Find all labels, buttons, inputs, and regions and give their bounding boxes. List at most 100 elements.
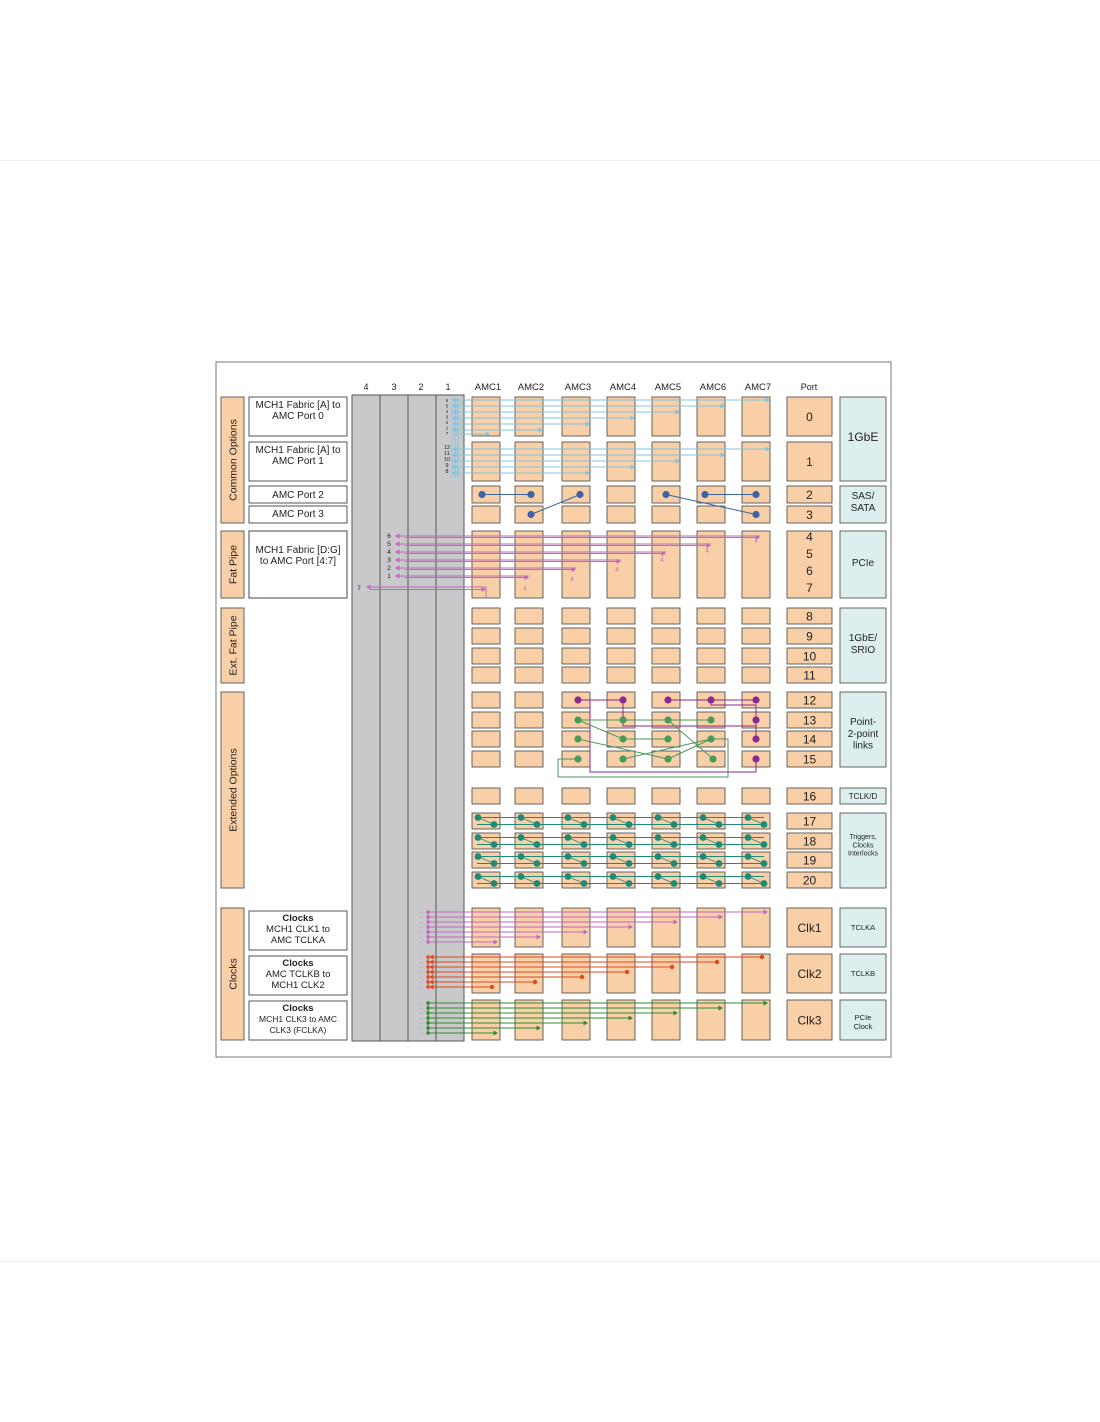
amc3-port-clk2-block: [561, 953, 591, 994]
fat-pipe-link-head: [524, 574, 529, 581]
fabric-a-p1-link-head: [630, 464, 635, 470]
clk-lane-marker: ·: [420, 920, 422, 926]
trigger-cross: [702, 876, 720, 884]
amc4-port-0-block: [606, 396, 636, 437]
amc2-port-15-block: [514, 750, 544, 768]
amc7-port-16-block: [741, 787, 771, 805]
channel-number-p1: 11: [444, 451, 450, 457]
amc7-port-clk1-block: [741, 907, 771, 948]
amc3-port-0-block: [561, 396, 591, 437]
amc5-port-fp-block: [651, 530, 681, 599]
fat-pipe-link-head: [395, 533, 400, 539]
amc5-port-11-block: [651, 666, 681, 684]
link-dot: [576, 490, 584, 499]
trigger-cross: [520, 837, 538, 845]
amc4-port-fp-block: [606, 530, 636, 599]
p2p-green-dot: [574, 735, 582, 743]
trigger-cross: [477, 856, 495, 864]
function-label-p2p: links: [853, 741, 873, 752]
amc3-port-9-block: [561, 627, 591, 645]
group-label-common: Common Options: [228, 419, 240, 501]
amc6-port-11-block: [696, 666, 726, 684]
description-title-clk1: Clocks: [282, 913, 313, 924]
link-dot: [478, 490, 486, 499]
amc5-port-3-block: [651, 505, 681, 524]
function-box-srio: [839, 607, 887, 684]
clk-lane-marker: ·: [420, 915, 422, 921]
amc6-port-3-block: [696, 505, 726, 524]
channel-number-fp: 1: [387, 573, 391, 580]
amc3-port-10-block: [561, 647, 591, 665]
amc2-port-8-block: [514, 607, 544, 625]
link-dot: [752, 490, 760, 499]
clk-lane-marker: ·: [420, 1016, 422, 1022]
tclkb-link-head: [429, 969, 434, 975]
amc1-port-16-block: [471, 787, 501, 805]
function-label-pcie: PCIe: [852, 558, 875, 569]
port-box-0: [786, 396, 833, 437]
pcie-clock-link-head: [718, 1005, 723, 1011]
mch-slot-column-1: [435, 394, 465, 1042]
amc1-port-10-block: [471, 647, 501, 665]
port-label-5: 5: [806, 547, 813, 561]
port-box-9: [786, 627, 833, 645]
fabric-a-p1-link-head: [675, 458, 680, 464]
amc1-port-3-block: [471, 505, 501, 524]
pcie-clock-link-head: [673, 1010, 678, 1016]
channel-number-p1: 8: [445, 469, 448, 475]
function-label-trig: Clocks: [852, 842, 874, 849]
tclka-link-head: [628, 924, 633, 930]
fat-pipe-link-head: [366, 584, 371, 590]
group-block-clocks: [220, 907, 245, 1041]
port-box-19: [786, 851, 833, 869]
channel-number-fp: 4: [387, 549, 391, 556]
fabric-a-p1-link-head: [765, 446, 770, 452]
amc4-port-16-block: [606, 787, 636, 805]
fat-pipe-link-head: [706, 542, 711, 549]
description-title-clk2: Clocks: [282, 958, 313, 969]
fat-pipe-link-head: [661, 550, 666, 557]
clk-lane-marker: ·: [420, 1026, 422, 1032]
description-box-p3: [248, 505, 348, 524]
amc6-port-9-block: [696, 627, 726, 645]
description-line-clk1: AMC TCLKA: [271, 935, 326, 946]
fabric-a-p0-link-head: [675, 409, 680, 415]
trigger-cross: [702, 856, 720, 864]
description-line-fp: MCH1 Fabric [D:G]: [255, 545, 340, 556]
description-frame-fp: [248, 530, 348, 599]
amc7-port-11-block: [741, 666, 771, 684]
amc4-port-11-block: [606, 666, 636, 684]
amc4-port-3-block: [606, 505, 636, 524]
amc-header-3: AMC3: [565, 382, 591, 393]
port-label-6: 6: [806, 564, 813, 578]
function-box-pcieclk: [839, 999, 887, 1041]
port-header: Port: [801, 382, 818, 392]
channel-number-p0: 3: [446, 415, 449, 420]
amc7-port-0-block: [741, 396, 771, 437]
port-label-11: 11: [803, 669, 816, 683]
port-box-18: [786, 832, 833, 850]
amc5-port-10-block: [651, 647, 681, 665]
tclkb-link-head: [429, 979, 434, 985]
tclkb-source: [759, 954, 765, 960]
slot-header-4: 4: [363, 382, 368, 392]
amc2-port-14-block: [514, 730, 544, 748]
p2p-green-dot: [707, 716, 715, 724]
amc1-port-9-block: [471, 627, 501, 645]
p2p-purple-link: [578, 699, 757, 773]
pcie-clock-link-head: [628, 1015, 633, 1021]
port-box-3: [786, 505, 833, 524]
amc6-port-clk2-block: [696, 953, 726, 994]
amc4-port-10-block: [606, 647, 636, 665]
group-block-extended: [220, 691, 245, 889]
amc4-port-8-block: [606, 607, 636, 625]
slot-header-2: 2: [418, 382, 423, 392]
description-line-p1: AMC Port 1: [272, 456, 324, 467]
trigger-cross: [612, 876, 630, 884]
channel-number-fp: 5: [387, 541, 391, 548]
channel-number-fp: 7: [357, 585, 361, 592]
function-label-srio: SRIO: [851, 645, 876, 656]
p2p-purple-dot: [752, 735, 760, 743]
amc-header-1: AMC1: [475, 382, 501, 393]
amc5-port-clk1-block: [651, 907, 681, 948]
